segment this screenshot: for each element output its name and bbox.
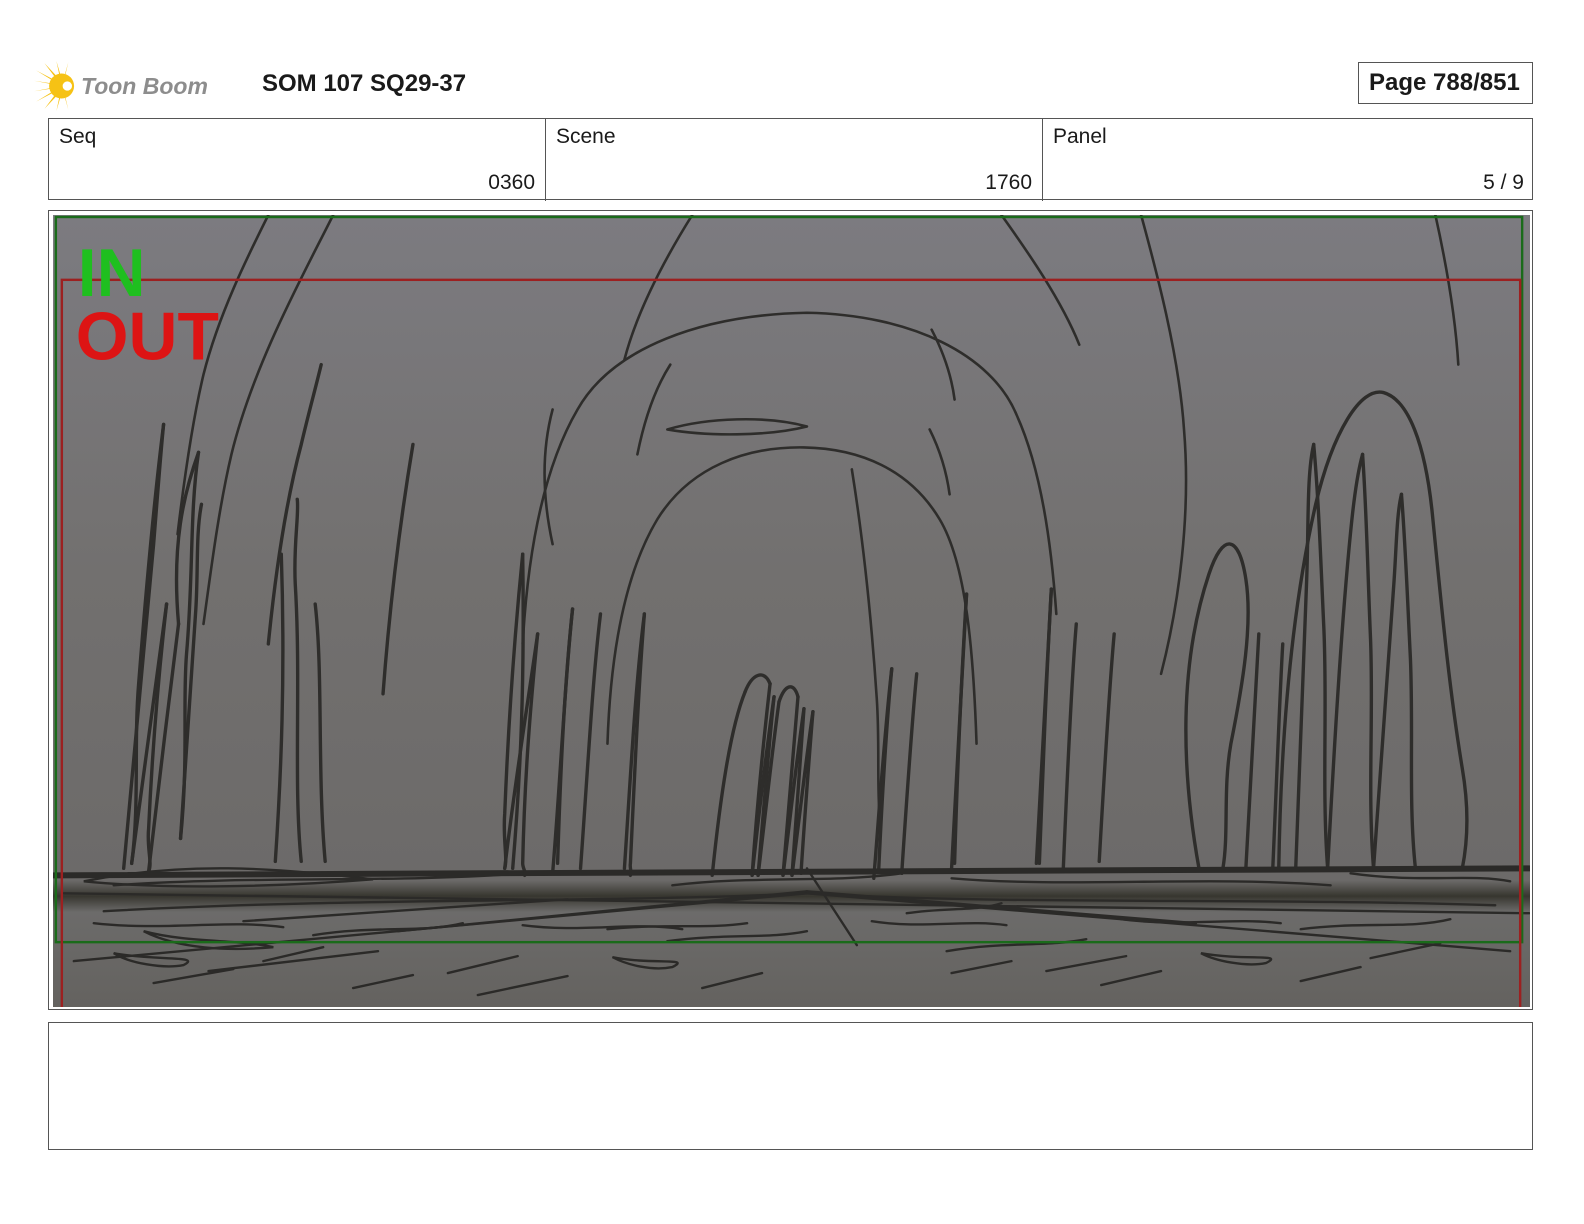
svg-text:OUT: OUT (76, 300, 219, 375)
